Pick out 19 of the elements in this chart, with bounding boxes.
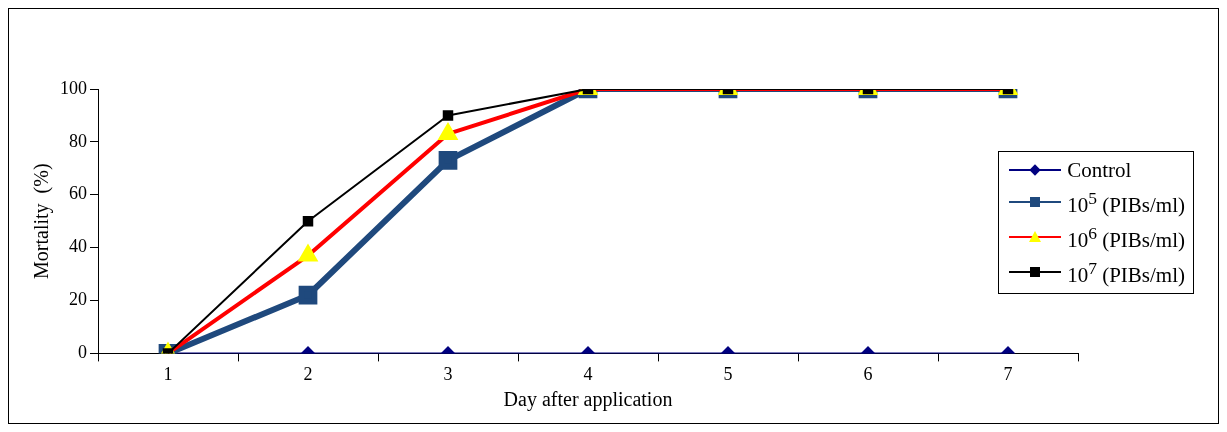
legend-label: 10$^{5}$ (PIBs/ml) <box>1067 187 1185 219</box>
y-tick-label: 0 <box>78 342 87 363</box>
x-tick-label: 4 <box>583 363 593 384</box>
legend-label: Control <box>1067 157 1132 184</box>
x-tick-label: 1 <box>163 363 173 384</box>
legend-label: 10$^{7}$ (PIBs/ml) <box>1067 257 1185 289</box>
y-tick-label: 40 <box>69 236 87 257</box>
y-tick-label: 60 <box>69 183 87 204</box>
y-tick-label: 80 <box>69 130 87 151</box>
x-axis-title: Day after application <box>503 388 673 412</box>
y-axis-title: Mortality (%) <box>30 163 54 279</box>
legend-label: 10$^{6}$ (PIBs/ml) <box>1067 222 1185 254</box>
y-tick-label: 20 <box>69 289 87 310</box>
y-tick-label: 100 <box>60 77 87 98</box>
x-tick-label: 5 <box>723 363 733 384</box>
x-tick-label: 2 <box>303 363 313 384</box>
x-tick-label: 6 <box>863 363 873 384</box>
x-tick-label: 3 <box>443 363 453 384</box>
x-tick-label: 7 <box>1003 363 1013 384</box>
